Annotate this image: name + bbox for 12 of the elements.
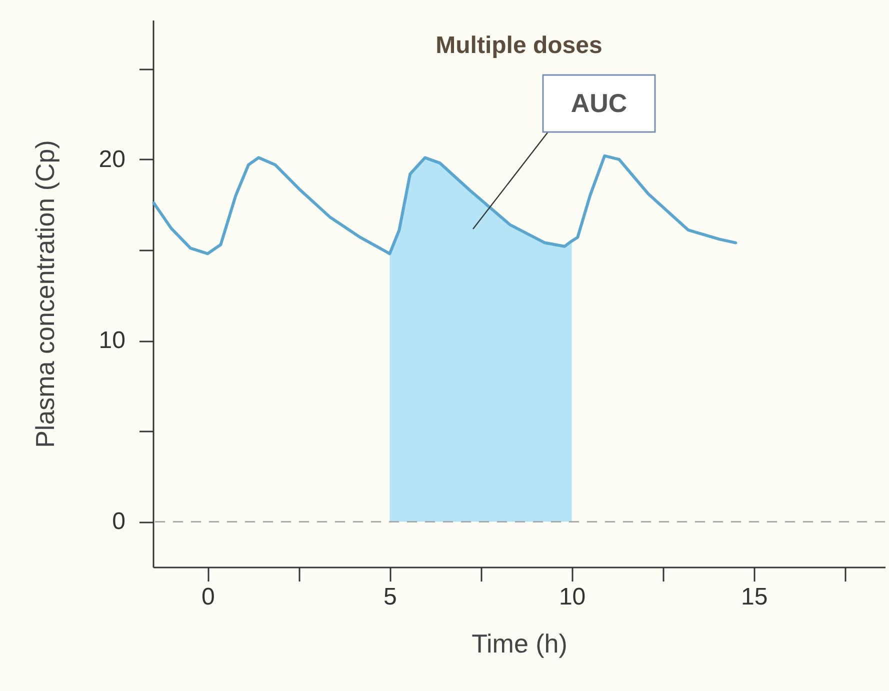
x-tick-label: 0 — [201, 584, 215, 610]
y-tick-label: 10 — [98, 327, 126, 354]
x-tick-label: 10 — [558, 584, 586, 610]
line-series — [152, 154, 738, 256]
text: Multiple doses — [436, 32, 602, 59]
x-axis-title: Time (h) — [472, 628, 568, 658]
y-axis-title: Plasma concentration (Cp) — [30, 140, 60, 448]
annotation: AUC — [570, 88, 628, 118]
x-tick-label: 5 — [384, 584, 397, 610]
x-tick-label: 15 — [741, 584, 768, 610]
y-tick-label: 20 — [98, 146, 126, 173]
y-tick-label: 0 — [112, 508, 126, 536]
